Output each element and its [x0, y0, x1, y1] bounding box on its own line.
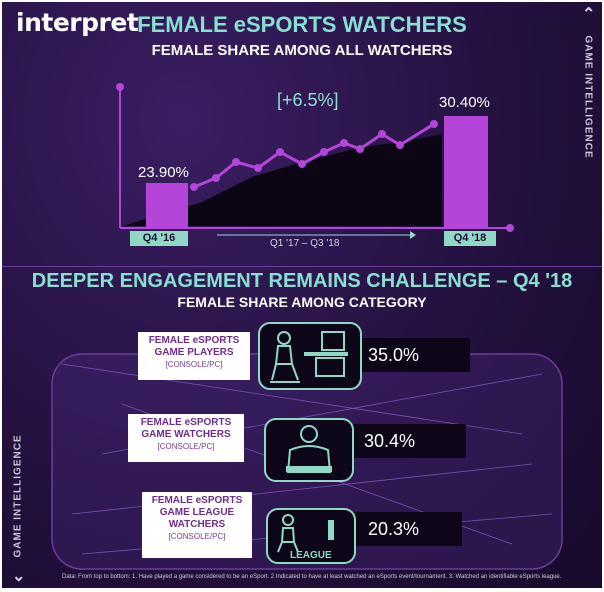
value-box-watchers: 30.4%: [348, 424, 466, 458]
league-icon-text: LEAGUE: [290, 550, 332, 561]
trend-point-5: [298, 160, 306, 168]
trend-point-9: [378, 130, 386, 138]
bar-q4-18: [444, 116, 488, 228]
category-tag-q4-16: Q4 '16: [130, 231, 188, 246]
period-arrowhead-icon: [410, 231, 416, 239]
footnote: Data: From top to bottom: 1. Have played…: [62, 574, 562, 580]
trend-point-3: [254, 164, 262, 172]
chart-title: FEMALE eSPORTS WATCHERS: [137, 12, 467, 37]
section-divider: [2, 266, 602, 267]
trend-point-4: [276, 148, 284, 156]
trend-point-1: [212, 174, 220, 182]
chevron-up-icon: ⌃: [582, 6, 596, 23]
category-line3: [CONSOLE/PC]: [165, 360, 223, 369]
category-line2b: WATCHERS: [168, 519, 226, 530]
value-box-players: 35.0%: [352, 338, 470, 372]
trend-point-10: [396, 141, 404, 149]
section2-title: DEEPER ENGAGEMENT REMAINS CHALLENGE – Q4…: [31, 270, 573, 292]
category-line1: FEMALE eSPORTS: [151, 495, 243, 506]
category-label-league-watchers: FEMALE eSPORTS GAME LEAGUE WATCHERS [CON…: [142, 492, 252, 558]
bar-value-label-q4-16: 23.90%: [138, 164, 189, 181]
watcher-laptop-icon: [264, 418, 354, 482]
axis-end-dot: [506, 224, 514, 232]
trend-point-8: [356, 145, 364, 153]
category-line2: GAME LEAGUE: [159, 507, 235, 518]
side-label-left-text: GAME INTELLIGENCE: [12, 434, 24, 558]
category-label-watchers: FEMALE eSPORTS GAME WATCHERS [CONSOLE/PC…: [128, 414, 244, 462]
category-line1: FEMALE eSPORTS: [140, 417, 232, 428]
axis-top-dot: [116, 83, 124, 91]
category-tag-q4-18: Q4 '18: [444, 231, 496, 246]
side-label-left: GAME INTELLIGENCE: [8, 422, 28, 572]
gamer-desk-icon: [258, 322, 362, 390]
trend-area: [122, 134, 442, 226]
trend-chart: [116, 83, 514, 239]
category-line1: FEMALE eSPORTS: [148, 335, 240, 346]
trend-point-6: [320, 148, 328, 156]
trend-point-7: [340, 139, 348, 147]
trend-point-11: [430, 120, 438, 128]
bar-q4-16: [146, 183, 188, 228]
change-annotation: [+6.5%]: [277, 90, 339, 110]
category-line3: [CONSOLE/PC]: [157, 442, 215, 451]
category-line2: GAME PLAYERS: [154, 347, 234, 358]
value-box-league-watchers: 20.3%: [352, 512, 462, 546]
trend-point-0: [190, 183, 198, 191]
category-label-players: FEMALE eSPORTS GAME PLAYERS [CONSOLE/PC]: [138, 332, 250, 380]
trend-point-2: [232, 158, 240, 166]
league-icon: [266, 508, 356, 564]
brand-logo: interpret: [16, 8, 139, 37]
category-line3: [CONSOLE/PC]: [168, 532, 226, 541]
chart-subtitle: FEMALE SHARE AMONG ALL WATCHERS: [151, 42, 453, 59]
bar-value-label-q4-18: 30.40%: [439, 94, 490, 111]
chevron-down-icon: ⌄: [12, 568, 26, 585]
category-line2: GAME WATCHERS: [141, 429, 231, 440]
period-label: Q1 '17 – Q3 '18: [270, 238, 340, 249]
section2-subtitle: FEMALE SHARE AMONG CATEGORY: [177, 294, 427, 310]
